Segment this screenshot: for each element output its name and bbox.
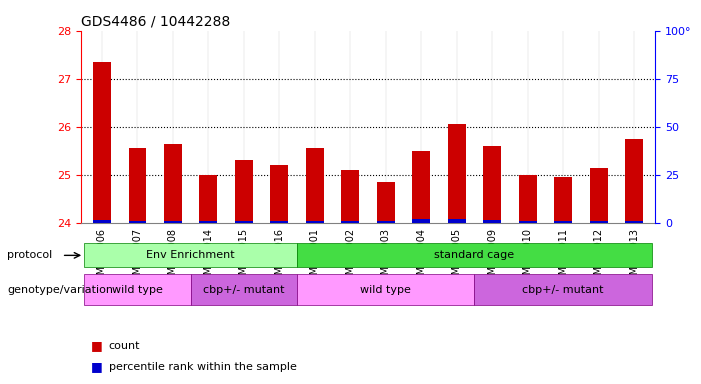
FancyBboxPatch shape <box>297 274 475 306</box>
Bar <box>377 221 395 223</box>
Bar <box>271 221 288 223</box>
Bar <box>412 151 430 223</box>
Bar <box>554 221 572 223</box>
Bar <box>128 148 147 223</box>
Text: cbp+/- mutant: cbp+/- mutant <box>203 285 285 295</box>
FancyBboxPatch shape <box>191 274 297 306</box>
Bar <box>590 221 608 223</box>
Bar <box>484 220 501 223</box>
Bar <box>306 221 324 223</box>
FancyBboxPatch shape <box>297 243 652 268</box>
Text: ■: ■ <box>91 360 103 373</box>
Bar <box>448 124 465 223</box>
Text: protocol: protocol <box>7 250 53 260</box>
Bar <box>341 221 359 223</box>
Bar <box>625 221 643 223</box>
Bar <box>412 219 430 223</box>
Bar <box>484 146 501 223</box>
Bar <box>235 221 252 223</box>
Bar <box>519 221 536 223</box>
Bar <box>625 139 643 223</box>
Bar <box>271 165 288 223</box>
Text: genotype/variation: genotype/variation <box>7 285 113 295</box>
Bar <box>590 167 608 223</box>
Text: ■: ■ <box>91 339 103 352</box>
Bar <box>306 148 324 223</box>
Text: GDS4486 / 10442288: GDS4486 / 10442288 <box>81 14 230 28</box>
Bar <box>200 221 217 223</box>
Bar <box>519 175 536 223</box>
Text: cbp+/- mutant: cbp+/- mutant <box>522 285 604 295</box>
FancyBboxPatch shape <box>84 243 297 268</box>
Text: Env Enrichment: Env Enrichment <box>147 250 235 260</box>
Text: count: count <box>109 341 140 351</box>
Bar <box>93 62 111 223</box>
Bar <box>93 220 111 223</box>
Text: percentile rank within the sample: percentile rank within the sample <box>109 362 297 372</box>
FancyBboxPatch shape <box>475 274 652 306</box>
Text: wild type: wild type <box>360 285 411 295</box>
Bar <box>377 182 395 223</box>
Bar <box>341 170 359 223</box>
Bar <box>235 161 252 223</box>
Bar <box>448 219 465 223</box>
Text: standard cage: standard cage <box>435 250 515 260</box>
FancyBboxPatch shape <box>84 274 191 306</box>
Bar <box>128 221 147 223</box>
Bar <box>164 144 182 223</box>
Text: wild type: wild type <box>112 285 163 295</box>
Bar <box>164 221 182 223</box>
Bar <box>554 177 572 223</box>
Bar <box>200 175 217 223</box>
